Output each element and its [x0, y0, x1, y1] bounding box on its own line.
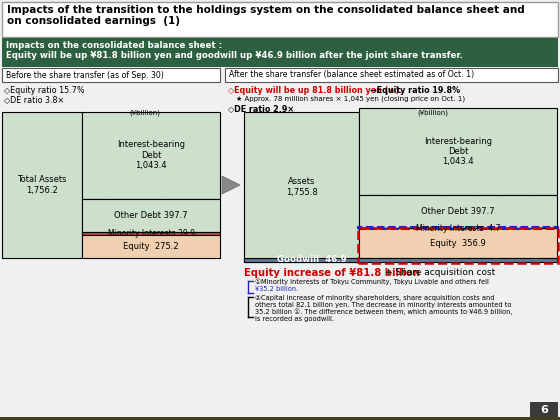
- Bar: [2, 112, 82, 258]
- Bar: [0, 417, 560, 420]
- Bar: [2, 2, 558, 37]
- Text: ◇Equity ratio 15.7%: ◇Equity ratio 15.7%: [4, 86, 85, 95]
- Text: ②Capital increase of minority shareholders, share acquisition costs and: ②Capital increase of minority shareholde…: [255, 295, 494, 301]
- Text: ◇Equity will be up 81.8 billion yen (★).: ◇Equity will be up 81.8 billion yen (★).: [228, 86, 403, 95]
- Text: Goodwill  46.9: Goodwill 46.9: [277, 255, 346, 265]
- Bar: [359, 195, 557, 228]
- Bar: [358, 228, 558, 229]
- Text: Other Debt 397.7: Other Debt 397.7: [421, 207, 495, 216]
- Text: Equity will be up ¥81.8 billion yen and goodwill up ¥46.9 billion after the join: Equity will be up ¥81.8 billion yen and …: [6, 51, 463, 60]
- Text: →Equity ratio 19.8%: →Equity ratio 19.8%: [370, 86, 460, 95]
- Bar: [358, 228, 558, 263]
- Text: Minority Interests 39.9: Minority Interests 39.9: [108, 229, 194, 238]
- Text: Minority Interests  4.7: Minority Interests 4.7: [416, 223, 500, 233]
- Text: Interest-bearing
Debt
1,043.4: Interest-bearing Debt 1,043.4: [117, 140, 185, 170]
- Bar: [244, 112, 359, 262]
- Text: Equity  275.2: Equity 275.2: [123, 242, 179, 251]
- Text: + Share acquisition cost: + Share acquisition cost: [382, 268, 495, 277]
- Text: ¥35.2 billion.: ¥35.2 billion.: [255, 286, 298, 292]
- Bar: [244, 258, 557, 262]
- Text: Total Assets
1,756.2: Total Assets 1,756.2: [17, 175, 67, 195]
- Polygon shape: [222, 176, 240, 194]
- Text: Interest-bearing
Debt
1,043.4: Interest-bearing Debt 1,043.4: [424, 136, 492, 166]
- Bar: [82, 235, 220, 258]
- Text: 35.2 billion ①. The difference between them, which amounts to ¥46.9 billion,: 35.2 billion ①. The difference between t…: [255, 309, 512, 315]
- Text: 6: 6: [540, 405, 548, 415]
- Text: ①Minority interests of Tokyu Community, Tokyu Livable and others fell: ①Minority interests of Tokyu Community, …: [255, 279, 489, 286]
- Text: ★ Approx. 78 million shares × 1,045 yen (closing price on Oct. 1): ★ Approx. 78 million shares × 1,045 yen …: [236, 95, 465, 102]
- Text: (¥billion): (¥billion): [129, 109, 160, 116]
- Text: (¥billion): (¥billion): [417, 109, 448, 116]
- Text: others total 82.1 billion yen. The decrease in minority interests amounted to: others total 82.1 billion yen. The decre…: [255, 302, 511, 308]
- Text: Impacts on the consolidated balance sheet :: Impacts on the consolidated balance shee…: [6, 41, 222, 50]
- Text: Before the share transfer (as of Sep. 30): Before the share transfer (as of Sep. 30…: [6, 71, 164, 79]
- Bar: [2, 38, 558, 67]
- Bar: [359, 108, 557, 195]
- Bar: [359, 228, 557, 258]
- Text: Other Debt 397.7: Other Debt 397.7: [114, 211, 188, 220]
- Bar: [530, 402, 558, 418]
- Text: ◇DE ratio 2.9×: ◇DE ratio 2.9×: [228, 104, 294, 113]
- Bar: [82, 112, 220, 199]
- Text: is recorded as goodwill.: is recorded as goodwill.: [255, 316, 334, 322]
- Bar: [225, 68, 558, 82]
- Bar: [2, 68, 220, 82]
- Text: ◇DE ratio 3.8×: ◇DE ratio 3.8×: [4, 95, 64, 104]
- Text: After the share transfer (balance sheet estimated as of Oct. 1): After the share transfer (balance sheet …: [229, 71, 474, 79]
- Text: Equity  356.9: Equity 356.9: [430, 239, 486, 248]
- Text: Equity increase of ¥81.8 billion: Equity increase of ¥81.8 billion: [244, 268, 420, 278]
- Text: Assets
1,755.8: Assets 1,755.8: [286, 177, 318, 197]
- Text: Impacts of the transition to the holdings system on the consolidated balance she: Impacts of the transition to the holding…: [7, 5, 525, 15]
- Text: on consolidated earnings  (1): on consolidated earnings (1): [7, 16, 180, 26]
- Bar: [82, 232, 220, 235]
- Bar: [82, 199, 220, 232]
